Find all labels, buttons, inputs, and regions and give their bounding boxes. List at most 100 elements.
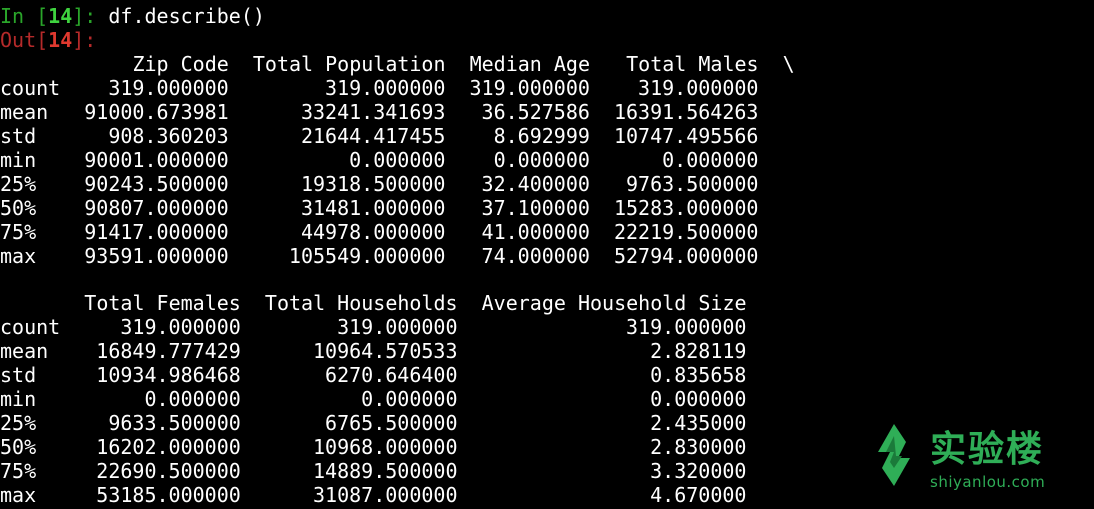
table-cell: 10968.000000 <box>313 435 458 459</box>
row-label: 75% <box>0 459 37 483</box>
table1-row: mean 91000.673981 33241.341693 36.527586 163… <box>0 100 758 124</box>
row-label: 50% <box>0 435 37 459</box>
row-label: 75% <box>0 220 37 244</box>
row-label: count <box>0 76 61 100</box>
table-cell: 32.400000 <box>481 172 590 196</box>
row-label: std <box>0 363 37 387</box>
table-cell: 0.000000 <box>349 148 446 172</box>
row-label: min <box>0 387 37 411</box>
table-cell: 91417.000000 <box>84 220 229 244</box>
table-cell: 91000.673981 <box>84 100 229 124</box>
table-cell: 0.000000 <box>650 387 747 411</box>
table-cell: 0.000000 <box>144 387 241 411</box>
row-label: std <box>0 124 37 148</box>
table-cell: 0.000000 <box>662 148 759 172</box>
table1-row: count 319.000000 319.000000 319.000000 319.0… <box>0 76 758 100</box>
table-cell: 16202.000000 <box>96 435 241 459</box>
table-cell: 10934.986468 <box>96 363 241 387</box>
table-cell: 10747.495566 <box>613 124 759 148</box>
table-cell: 2.435000 <box>650 411 747 435</box>
table-cell: 0.835658 <box>650 363 747 387</box>
table-cell: 0.000000 <box>361 387 458 411</box>
row-label: mean <box>0 100 49 124</box>
table-cell: 319.000000 <box>325 76 446 100</box>
table-cell: 16391.564263 <box>613 100 759 124</box>
table2-row: std 10934.986468 6270.646400 0.835658 <box>0 363 746 387</box>
table-cell: 0.000000 <box>493 148 590 172</box>
output-prompt-prefix: Out[ <box>0 28 49 52</box>
table-cell: 319.000000 <box>337 315 458 339</box>
table-cell: 319.000000 <box>626 315 747 339</box>
table2-row: 50% 16202.000000 10968.000000 2.830000 <box>0 435 746 459</box>
table-cell: 31087.000000 <box>313 483 458 507</box>
table-cell: 10964.570533 <box>313 339 458 363</box>
row-label: min <box>0 148 37 172</box>
table1-row: 50% 90807.000000 31481.000000 37.100000 1528… <box>0 196 758 220</box>
table-cell: 33241.341693 <box>300 100 446 124</box>
output-prompt-line: Out[14]: <box>0 28 96 52</box>
output-prompt-number: 14 <box>48 28 73 52</box>
table-cell: 36.527586 <box>481 100 590 124</box>
row-label: 25% <box>0 411 37 435</box>
table-cell: 19318.500000 <box>300 172 446 196</box>
table-cell: 16849.777429 <box>96 339 241 363</box>
table-cell: 22690.500000 <box>96 459 241 483</box>
table-cell: 319.000000 <box>120 315 241 339</box>
table2-row: min 0.000000 0.000000 0.000000 <box>0 387 746 411</box>
table1-row: min 90001.000000 0.000000 0.000000 0.000000 <box>0 148 758 172</box>
table-cell: 90001.000000 <box>84 148 229 172</box>
table1-row: 75% 91417.000000 44978.000000 41.000000 2221… <box>0 220 758 244</box>
table-cell: 37.100000 <box>481 196 590 220</box>
row-label: count <box>0 315 61 339</box>
output-prompt-suffix: ]: <box>72 28 97 52</box>
table-cell: 6270.646400 <box>325 363 458 387</box>
table-cell: 31481.000000 <box>300 196 446 220</box>
table-cell: 9633.500000 <box>108 411 241 435</box>
table-cell: 4.670000 <box>650 483 747 507</box>
table-cell: 74.000000 <box>481 244 590 268</box>
table-cell: 9763.500000 <box>626 172 759 196</box>
table-cell: 8.692999 <box>493 124 590 148</box>
table1-header: Zip Code Total Population Median Age Tot… <box>0 52 795 76</box>
table-cell: 6765.500000 <box>325 411 458 435</box>
table-cell: 53185.000000 <box>96 483 241 507</box>
table-cell: 3.320000 <box>650 459 747 483</box>
table1-row: max 93591.000000 105549.000000 74.000000 527… <box>0 244 758 268</box>
table-cell: 105549.000000 <box>288 244 446 268</box>
input-prompt-line: In [14]: df.describe() <box>0 4 265 28</box>
table2-row: mean 16849.777429 10964.570533 2.828119 <box>0 339 746 363</box>
table-cell: 90243.500000 <box>84 172 229 196</box>
table-cell: 2.830000 <box>650 435 747 459</box>
row-label: max <box>0 483 37 507</box>
table-cell: 22219.500000 <box>613 220 759 244</box>
table1-row: std 908.360203 21644.417455 8.692999 10747.4… <box>0 124 758 148</box>
row-label: 50% <box>0 196 37 220</box>
input-prompt-prefix: In [ <box>0 4 49 28</box>
table2-header: Total Females Total Households Average H… <box>0 291 747 315</box>
watermark-brand-name: 实验楼 <box>930 429 1045 470</box>
table-cell: 319.000000 <box>638 76 759 100</box>
table1-row: 25% 90243.500000 19318.500000 32.400000 9763… <box>0 172 758 196</box>
table2-row: 75% 22690.500000 14889.500000 3.320000 <box>0 459 746 483</box>
leaf-logo-icon <box>878 424 910 486</box>
table-cell: 90807.000000 <box>84 196 229 220</box>
table-cell: 319.000000 <box>469 76 590 100</box>
table-cell: 21644.417455 <box>300 124 446 148</box>
input-prompt-suffix: ]: <box>72 4 109 28</box>
table-cell: 908.360203 <box>108 124 229 148</box>
table-cell: 44978.000000 <box>300 220 446 244</box>
row-label: mean <box>0 339 49 363</box>
table-cell: 319.000000 <box>108 76 229 100</box>
table-cell: 52794.000000 <box>613 244 759 268</box>
input-prompt-number: 14 <box>48 4 73 28</box>
row-label: 25% <box>0 172 37 196</box>
table2-row: 25% 9633.500000 6765.500000 2.435000 <box>0 411 746 435</box>
table-cell: 15283.000000 <box>613 196 759 220</box>
table-cell: 14889.500000 <box>313 459 458 483</box>
shiyanlou-watermark: 实验楼 shiyanlou.com <box>872 420 1072 500</box>
table-cell: 93591.000000 <box>84 244 229 268</box>
table-cell: 41.000000 <box>481 220 590 244</box>
input-command: df.describe() <box>108 4 265 28</box>
watermark-url: shiyanlou.com <box>930 473 1046 491</box>
